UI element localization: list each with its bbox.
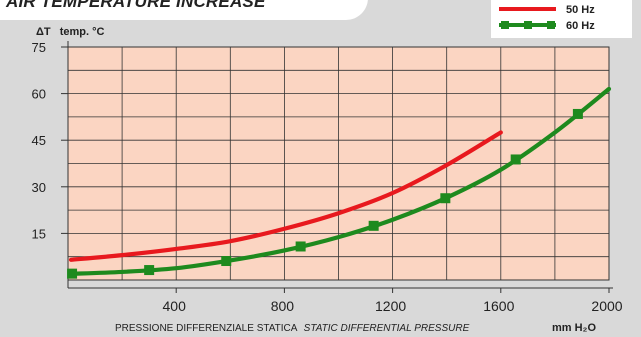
legend-marker: [501, 21, 509, 29]
series-markers: [67, 108, 583, 279]
x-tick-label: 400: [163, 298, 187, 314]
series-marker: [510, 154, 521, 165]
y-tick-label: 30: [32, 180, 46, 195]
delta-t-symbol: ΔT: [36, 26, 51, 38]
series-marker: [440, 193, 451, 204]
series-line-2: [68, 86, 612, 276]
x-axis-unit: mm H₂O: [552, 322, 596, 334]
tick-labels: 15 30 45 60 75 400 800 1200 1600 2000: [32, 40, 623, 314]
x-tick-label: 800: [271, 298, 295, 314]
x-axis-label-italian: PRESSIONE DIFFERENZIALE STATICA: [115, 323, 298, 334]
title-tab: [0, 0, 368, 20]
legend-marker: [547, 21, 555, 29]
chart-title: AIR TEMPERATURE INCREASE: [6, 0, 266, 11]
y-axis-label: ΔT temp. °C: [36, 26, 104, 38]
legend-box: [491, 0, 632, 38]
series-line-1: [68, 130, 503, 262]
x-tick-label: 1600: [483, 298, 514, 314]
series-marker: [67, 268, 78, 279]
x-axis-label: PRESSIONE DIFFERENZIALE STATICA STATIC D…: [115, 323, 470, 334]
legend-marker: [524, 21, 532, 29]
y-tick-label: 15: [32, 226, 46, 241]
series-marker: [144, 265, 155, 276]
legend-label-1: 50 Hz: [566, 4, 595, 16]
series-marker: [368, 220, 379, 231]
y-tick-label: 60: [32, 87, 46, 102]
y-tick-label: 45: [32, 133, 46, 148]
legend: 50 Hz 60 Hz: [499, 4, 595, 32]
x-axis-label-english: STATIC DIFFERENTIAL PRESSURE: [304, 323, 470, 334]
y-axis-unit-label: temp. °C: [60, 26, 105, 38]
axes: [67, 41, 613, 289]
y-tick-label: 75: [32, 40, 46, 55]
series-marker: [221, 256, 232, 267]
grid-lines: [68, 47, 609, 280]
series-lines: [68, 86, 612, 276]
series-marker: [295, 241, 306, 252]
series-marker: [572, 108, 583, 119]
x-tick-label: 2000: [591, 298, 622, 314]
x-tick-label: 1200: [375, 298, 406, 314]
legend-label-2: 60 Hz: [566, 20, 595, 32]
